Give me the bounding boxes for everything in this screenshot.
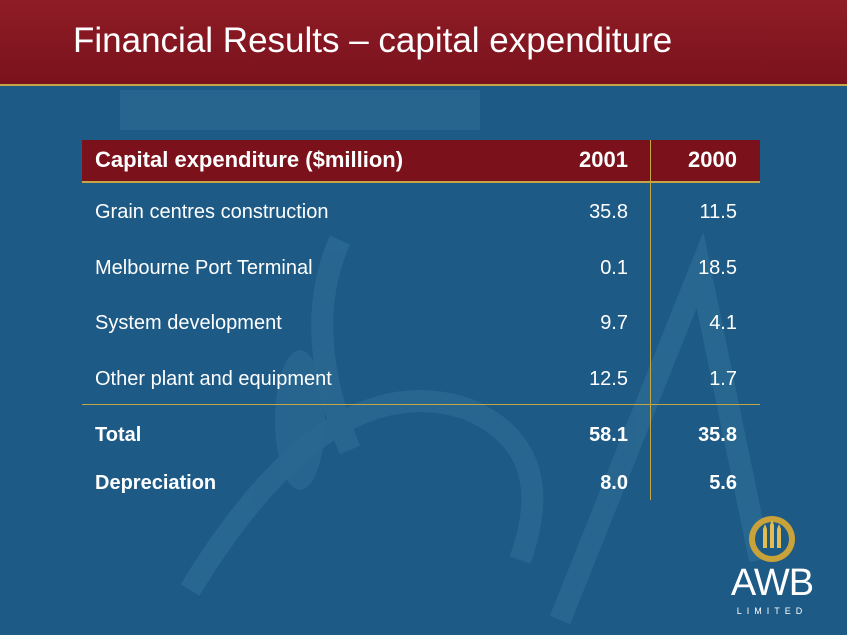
table-row: System development 9.7 4.1 xyxy=(82,310,760,340)
row-label: Grain centres construction xyxy=(95,201,329,223)
header-2000: 2000 xyxy=(688,147,737,172)
wheat-emblem-icon xyxy=(749,516,795,562)
header-label: Capital expenditure ($million) xyxy=(95,147,404,172)
total-2000: 35.8 xyxy=(698,424,737,446)
logo-name: AWB xyxy=(730,562,814,604)
column-divider xyxy=(650,140,651,500)
total-label: Total xyxy=(95,424,142,446)
value-2001: 9.7 xyxy=(600,312,628,334)
value-2000: 18.5 xyxy=(698,257,737,279)
value-2001: 35.8 xyxy=(589,201,628,223)
title-bar: Financial Results – capital expenditure xyxy=(0,0,847,84)
table-row: Melbourne Port Terminal 0.1 18.5 xyxy=(82,255,760,285)
total-2001: 58.1 xyxy=(589,424,628,446)
total-separator xyxy=(82,404,760,405)
value-2000: 4.1 xyxy=(709,312,737,334)
value-2000: 11.5 xyxy=(699,201,737,223)
depreciation-label: Depreciation xyxy=(95,472,217,494)
header-2001: 2001 xyxy=(579,147,628,172)
row-label: Other plant and equipment xyxy=(95,368,332,390)
depreciation-2000: 5.6 xyxy=(709,472,737,494)
value-2001: 0.1 xyxy=(600,257,628,279)
logo-subtitle: LIMITED xyxy=(736,606,808,616)
depreciation-2001: 8.0 xyxy=(600,472,628,494)
depreciation-row: Depreciation 8.0 5.6 xyxy=(82,470,760,500)
row-label: System development xyxy=(95,312,282,334)
value-2001: 12.5 xyxy=(589,368,628,390)
table-header: Capital expenditure ($million) 2001 2000 xyxy=(82,140,760,183)
title-divider xyxy=(0,84,847,86)
total-row: Total 58.1 35.8 xyxy=(82,422,760,452)
value-2000: 1.7 xyxy=(709,368,737,390)
table-row: Grain centres construction 35.8 11.5 xyxy=(82,199,760,229)
slide-title: Financial Results – capital expenditure xyxy=(73,21,673,60)
row-label: Melbourne Port Terminal xyxy=(95,257,313,279)
table-row: Other plant and equipment 12.5 1.7 xyxy=(82,366,760,396)
awb-logo: AWB LIMITED xyxy=(722,512,822,627)
